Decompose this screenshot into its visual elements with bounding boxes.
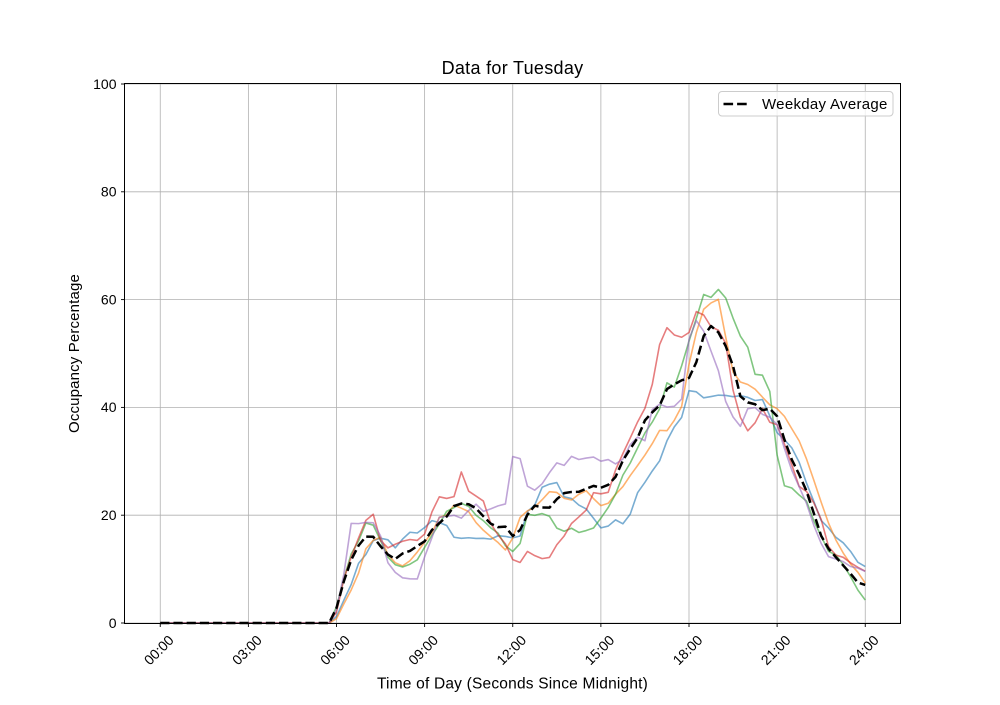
svg-text:80: 80 (101, 184, 117, 200)
svg-text:0: 0 (109, 615, 117, 631)
svg-text:Occupancy Percentage: Occupancy Percentage (66, 274, 83, 433)
svg-text:20: 20 (101, 507, 117, 523)
svg-text:100: 100 (93, 76, 117, 92)
svg-text:Time of Day (Seconds Since Mid: Time of Day (Seconds Since Midnight) (377, 676, 648, 693)
svg-text:60: 60 (101, 291, 117, 307)
svg-text:Data for Tuesday: Data for Tuesday (442, 58, 584, 78)
svg-text:Weekday Average: Weekday Average (762, 96, 888, 113)
svg-text:40: 40 (101, 399, 117, 415)
